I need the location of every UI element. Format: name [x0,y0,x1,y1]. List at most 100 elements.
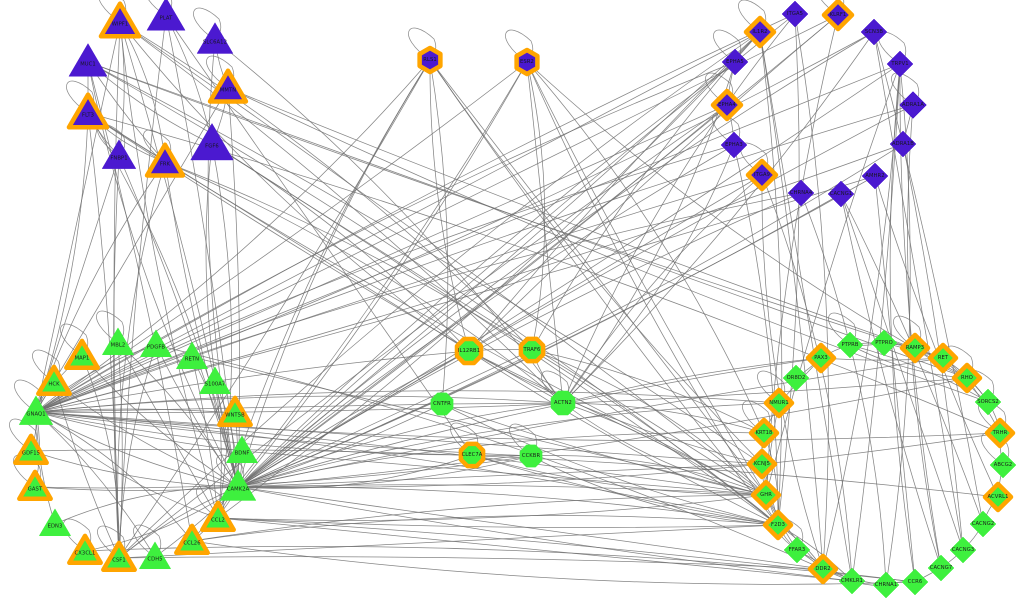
edge [429,59,767,496]
edge [35,13,796,413]
edge [761,174,824,570]
diamond-shape [969,510,997,538]
edge [840,193,942,569]
edge [35,411,193,542]
edge [35,63,901,413]
edge [441,403,767,496]
edge [562,402,767,496]
edge [35,395,564,413]
diamond-shape [860,18,888,46]
hexagon-shape [514,47,540,77]
edge [849,344,989,403]
edge [441,402,564,405]
edge [35,192,802,413]
edge [237,357,944,488]
edge [237,357,822,488]
edge [874,175,999,498]
edge [118,556,824,570]
diamond-shape [838,567,866,595]
edge [35,411,763,465]
edge [191,494,767,542]
edge [237,14,839,488]
edge [237,455,532,488]
edge [35,104,728,413]
diamond-shape [748,417,780,449]
diamond-shape [974,388,1002,416]
edge [30,449,999,498]
edge [34,486,239,491]
edge [237,31,761,488]
edge [227,87,240,488]
diamond-shape [763,387,795,419]
edge [35,31,875,413]
edge [191,356,219,519]
edge [526,61,968,379]
edge [35,411,156,558]
edge [34,455,532,489]
edge [118,344,157,559]
diamond-shape [746,448,778,480]
edge [54,486,239,525]
edge [794,13,829,570]
diamond-shape [861,162,889,190]
triangle-shape [190,123,234,161]
edge [117,342,219,519]
edge [562,13,796,404]
edge [35,104,914,413]
edge [237,31,875,488]
diamond-shape [743,15,777,49]
octagon-shape [454,336,484,366]
edge [35,175,876,413]
diamond-shape [982,481,1014,513]
edge [119,21,470,352]
triangle-shape [17,469,53,502]
diamond-shape [984,417,1016,449]
diamond-shape [710,88,744,122]
triangle-shape [140,329,172,358]
diamond-shape [821,0,855,32]
diamond-shape [762,509,794,541]
octagon-shape [458,441,486,469]
edge [237,463,763,488]
edge [119,21,219,519]
edge [165,15,473,456]
edge [237,175,876,488]
edge [531,31,761,351]
triangle-shape [176,341,208,370]
edge [87,61,944,359]
diamond-shape [787,179,815,207]
triangle-shape [101,540,137,573]
edge [217,494,767,521]
diamond-shape [827,180,855,208]
edge [191,356,767,496]
edge [35,411,779,526]
edge [35,344,157,413]
triangle-shape [36,364,72,397]
edge [35,411,1001,442]
edge [562,31,875,404]
edge [155,344,239,488]
triangle-shape [199,366,231,395]
edge [217,517,853,582]
edge [241,450,767,496]
edge [471,454,767,496]
triangle-shape [217,395,253,428]
edge [113,155,120,559]
edge [119,21,533,351]
edge [237,349,533,488]
edge [237,454,473,489]
triangle-shape [174,523,210,556]
edge [874,175,916,583]
triangle-shape [196,22,234,54]
triangle-shape [207,68,249,104]
edge [441,403,779,526]
edge [873,31,984,525]
diamond-shape [949,536,977,564]
diamond-shape [781,0,809,28]
edge [211,143,233,519]
edge [118,486,239,559]
edge [35,411,239,488]
edge [429,59,763,465]
diamond-shape [899,91,927,119]
edge [526,61,546,351]
